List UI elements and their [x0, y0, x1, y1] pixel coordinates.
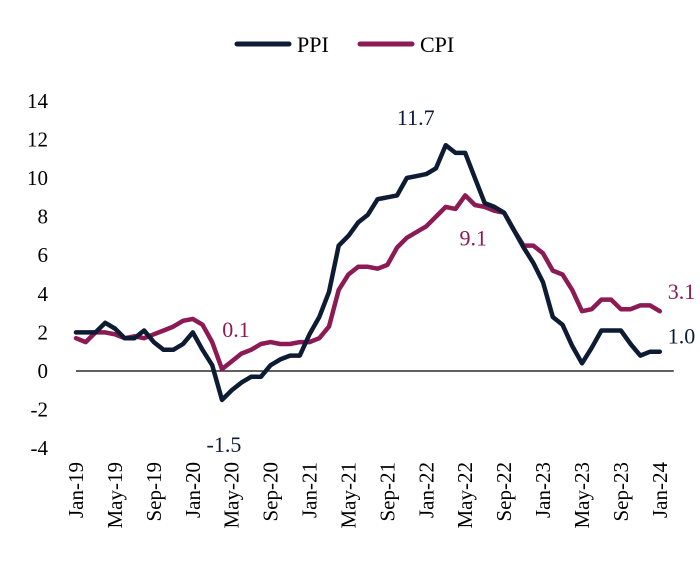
y-tick-label: -4 [31, 436, 49, 460]
x-tick-label: May-23 [570, 462, 594, 529]
y-tick-label: 12 [27, 127, 48, 151]
data-label-cpi: 3.1 [668, 279, 696, 304]
y-tick-label: 2 [38, 320, 49, 344]
series-line-cpi [73, 193, 663, 372]
y-tick-label: -2 [31, 398, 49, 422]
x-tick-label: Jan-19 [64, 462, 88, 518]
y-axis: 14 12 10 8 6 4 2 0 -2 -4 [27, 89, 49, 460]
x-tick-label: Sep-20 [259, 462, 283, 522]
y-tick-label: 8 [38, 205, 49, 229]
legend-label-cpi: CPI [420, 32, 454, 57]
series-line-ppi [73, 142, 663, 403]
series-layer [73, 142, 663, 403]
x-tick-label: Sep-23 [609, 462, 633, 522]
data-label-cpi: 0.1 [222, 317, 250, 342]
y-tick-label: 4 [38, 282, 49, 306]
x-tick-label: May-19 [103, 462, 127, 529]
y-tick-label: 6 [38, 243, 49, 267]
x-tick-label: Sep-21 [375, 462, 399, 522]
x-tick-label: Sep-19 [142, 462, 166, 522]
annotation-layer: 11.7 -1.5 1.0 0.1 9.1 3.1 [207, 105, 696, 457]
x-tick-label: Jan-24 [648, 462, 672, 518]
x-tick-label: Sep-22 [492, 462, 516, 522]
x-tick-label: May-22 [453, 462, 477, 529]
legend: PPI CPI [234, 32, 454, 57]
x-tick-label: Jan-20 [181, 462, 205, 518]
x-tick-label: May-21 [336, 462, 360, 529]
y-tick-label: 14 [27, 89, 49, 113]
legend-label-ppi: PPI [297, 32, 329, 57]
data-label-ppi: 1.0 [668, 324, 696, 349]
y-tick-label: 10 [27, 166, 48, 190]
data-label-ppi: 11.7 [397, 105, 435, 130]
data-label-cpi: 9.1 [459, 225, 487, 250]
x-tick-label: Jan-23 [531, 462, 555, 518]
x-tick-label: Jan-21 [298, 462, 322, 518]
data-label-ppi: -1.5 [207, 432, 242, 457]
x-axis: Jan-19 May-19 Sep-19 Jan-20 May-20 Sep-20 Jan-… [64, 462, 672, 529]
x-tick-label: Jan-22 [414, 462, 438, 518]
x-tick-label: May-20 [220, 462, 244, 529]
y-tick-label: 0 [38, 359, 49, 383]
